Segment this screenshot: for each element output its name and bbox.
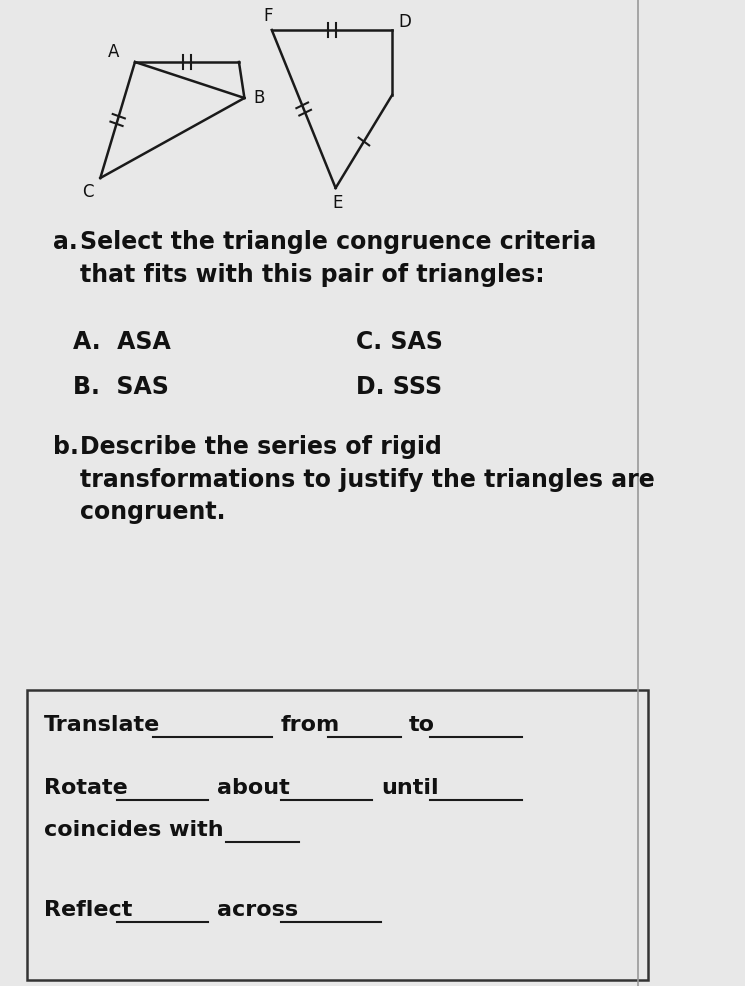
Text: Select the triangle congruence criteria
that fits with this pair of triangles:: Select the triangle congruence criteria … <box>80 230 597 287</box>
Text: coincides with: coincides with <box>44 820 224 840</box>
FancyBboxPatch shape <box>28 690 647 980</box>
Text: Rotate: Rotate <box>44 778 127 798</box>
Text: a.: a. <box>53 230 77 254</box>
Text: to: to <box>408 715 434 735</box>
Text: about: about <box>217 778 290 798</box>
Text: from: from <box>281 715 340 735</box>
Text: A: A <box>107 43 118 61</box>
Text: C: C <box>82 183 93 201</box>
Text: Reflect: Reflect <box>44 900 132 920</box>
Text: Describe the series of rigid
transformations to justify the triangles are
congru: Describe the series of rigid transformat… <box>80 435 655 525</box>
Text: b.: b. <box>53 435 79 459</box>
Text: F: F <box>264 7 273 25</box>
Text: B: B <box>253 89 265 107</box>
Text: D: D <box>399 13 411 31</box>
Text: E: E <box>332 194 343 212</box>
Text: B.  SAS: B. SAS <box>73 375 169 399</box>
Text: until: until <box>381 778 439 798</box>
Text: Translate: Translate <box>44 715 160 735</box>
Text: A.  ASA: A. ASA <box>73 330 171 354</box>
Text: C. SAS: C. SAS <box>355 330 443 354</box>
Text: across: across <box>217 900 298 920</box>
Text: D. SSS: D. SSS <box>355 375 442 399</box>
